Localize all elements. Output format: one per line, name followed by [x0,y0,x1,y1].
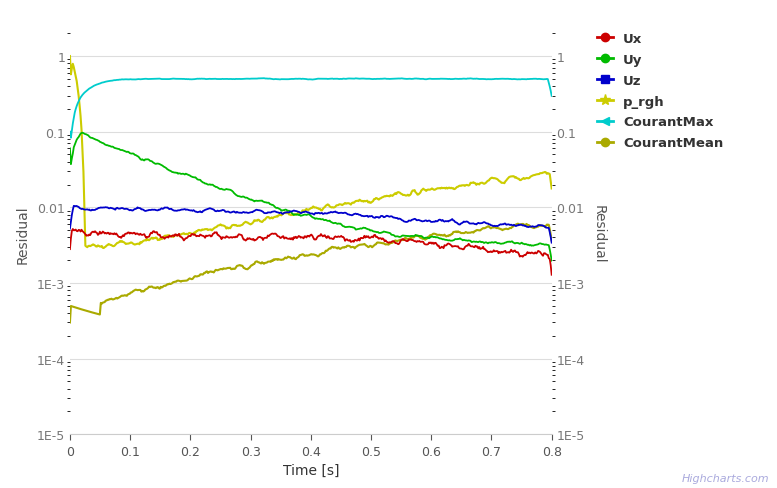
Uy [78,130,87,136]
Uz [295,210,305,216]
Uy [298,213,307,219]
p_rgh [65,54,75,60]
CourantMax [260,76,269,82]
CourantMean [65,320,75,326]
CourantMax [65,129,75,135]
Uy [536,241,545,247]
Uy [65,146,75,152]
CourantMax [66,136,75,142]
CourantMean [352,244,361,250]
Ux [353,238,362,244]
p_rgh [99,245,108,251]
CourantMean [294,254,303,260]
p_rgh [298,208,307,214]
Y-axis label: Residual: Residual [591,205,605,264]
Uy [327,220,336,226]
CourantMax [547,94,556,100]
Ux [327,236,336,242]
Uy [353,227,362,233]
Legend: Ux, Uy, Uz, p_rgh, CourantMax, CourantMean: Ux, Uy, Uz, p_rgh, CourantMax, CourantMe… [597,33,723,150]
p_rgh [461,183,470,189]
p_rgh [327,205,336,211]
Line: CourantMean: CourantMean [70,224,552,323]
Ux [536,251,545,257]
CourantMax [299,77,308,82]
Ux [298,235,307,241]
CourantMean [514,221,523,227]
CourantMean [297,252,306,258]
CourantMean [326,246,335,252]
p_rgh [353,199,362,204]
Text: Highcharts.com: Highcharts.com [681,473,769,483]
Line: CourantMax: CourantMax [70,79,552,139]
Uz [353,211,362,217]
CourantMean [536,224,545,229]
Ux [65,246,75,252]
CourantMax [462,77,472,82]
Line: Uz: Uz [70,206,552,243]
CourantMean [547,238,556,244]
Ux [461,244,470,250]
CourantMax [538,77,547,83]
Uy [547,258,556,264]
CourantMean [460,230,469,236]
Uz [327,210,336,216]
Uz [65,226,75,232]
Line: p_rgh: p_rgh [70,57,552,248]
Uy [295,212,305,218]
Uz [547,240,556,246]
Ux [68,226,78,232]
Line: Uy: Uy [70,133,552,261]
Ux [295,234,305,240]
Line: Ux: Ux [70,229,552,275]
p_rgh [295,211,305,217]
p_rgh [547,186,556,192]
Uy [461,238,470,244]
CourantMax [328,77,337,82]
Uz [536,223,545,229]
Y-axis label: Residual: Residual [16,205,30,264]
p_rgh [536,171,545,177]
X-axis label: Time [s]: Time [s] [283,463,339,477]
Ux [547,272,556,278]
CourantMax [296,77,305,82]
CourantMax [354,77,364,82]
Uz [298,210,307,216]
Uz [461,219,470,225]
Uz [69,203,78,209]
